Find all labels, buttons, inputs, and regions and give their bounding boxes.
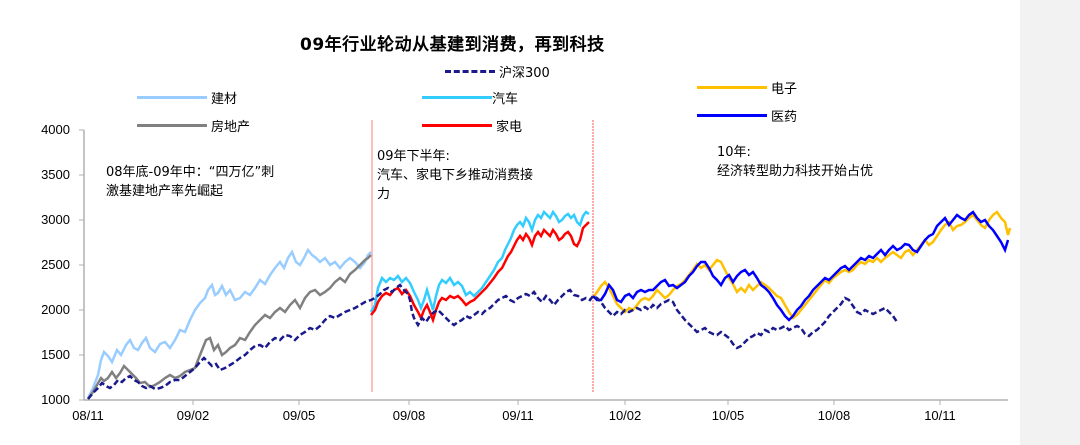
legend-swatch-hs300 — [445, 70, 495, 73]
chart-title: 09年行业轮动从基建到消费，再到科技 — [300, 35, 605, 55]
y-tick-label: 1500 — [41, 347, 70, 362]
legend-item-yiyao: 医药 — [697, 106, 797, 125]
legend-swatch-dianzi — [697, 86, 767, 89]
series-dianzi — [591, 210, 1012, 320]
legend-label-qiche: 汽车 — [492, 92, 519, 107]
series-jiancai — [86, 247, 372, 399]
annotation-phase-3-line-2: 经济转型助力科技开始占优 — [717, 164, 874, 179]
y-tick-label: 3500 — [41, 167, 70, 182]
legend-label-jiadian: 家电 — [496, 120, 523, 135]
series-jiadian — [370, 221, 590, 324]
legend-label-hs300: 沪深300 — [499, 66, 550, 81]
legend-swatch-fangdichan — [137, 124, 207, 127]
legend-item-qiche: 汽车 — [422, 88, 518, 107]
legend-swatch-jiancai — [137, 96, 207, 99]
legend-label-fangdichan: 房地产 — [211, 120, 251, 135]
annotation-phase-2: 09年下半年: 汽车、家电下乡推动消费接 力 — [377, 147, 533, 204]
legend-label-jiancai: 建材 — [211, 92, 238, 107]
chart-canvas — [0, 0, 1020, 445]
annotation-phase-1: 08年底-09年中：“四万亿”刺 激基建地产率先崛起 — [106, 163, 274, 201]
x-tick-label: 09/05 — [282, 408, 316, 423]
annotation-phase-2-line-2: 汽车、家电下乡推动消费接 — [377, 168, 534, 183]
y-tick-label: 2500 — [41, 257, 70, 272]
annotation-phase-2-line-1: 09年下半年: — [377, 149, 450, 164]
legend-item-hs300: 沪深300 — [445, 62, 550, 81]
x-tick-label: 09/11 — [502, 408, 534, 423]
series-yiyao — [592, 210, 1010, 322]
legend-swatch-yiyao — [697, 114, 767, 117]
legend-swatch-jiadian — [422, 124, 492, 127]
legend-label-dianzi: 电子 — [771, 82, 798, 97]
annotation-phase-1-line-1: 08年底-09年中：“四万亿”刺 — [106, 165, 275, 180]
x-tick-label: 08/11 — [72, 408, 104, 423]
series-hs300 — [87, 283, 899, 400]
y-tick-label: 2000 — [41, 302, 70, 317]
x-tick-label: 10/05 — [711, 408, 745, 423]
y-tick-label: 3000 — [41, 212, 70, 227]
series-fangdichan — [86, 254, 372, 400]
x-tick-label: 10/02 — [608, 408, 642, 423]
y-axis-ticks — [79, 129, 84, 401]
x-tick-label: 09/08 — [392, 408, 426, 423]
legend-item-jiancai: 建材 — [137, 88, 237, 107]
annotation-phase-3-line-1: 10年: — [717, 145, 751, 160]
x-tick-label: 09/02 — [176, 408, 210, 423]
legend-item-fangdichan: 房地产 — [137, 116, 250, 135]
x-tick-label: 10/11 — [924, 408, 956, 423]
y-tick-label: 1000 — [41, 392, 70, 407]
x-tick-label: 10/08 — [817, 408, 851, 423]
legend-label-yiyao: 医药 — [771, 110, 798, 125]
legend-swatch-qiche — [422, 96, 492, 99]
series-qiche — [369, 209, 590, 313]
annotation-phase-3: 10年: 经济转型助力科技开始占优 — [717, 143, 873, 181]
x-axis-ticks — [192, 400, 941, 405]
y-tick-label: 4000 — [41, 122, 70, 137]
annotation-phase-1-line-2: 激基建地产率先崛起 — [106, 184, 224, 199]
legend-item-dianzi: 电子 — [697, 78, 797, 97]
annotation-phase-2-line-3: 力 — [377, 187, 391, 202]
legend-item-jiadian: 家电 — [422, 116, 522, 135]
